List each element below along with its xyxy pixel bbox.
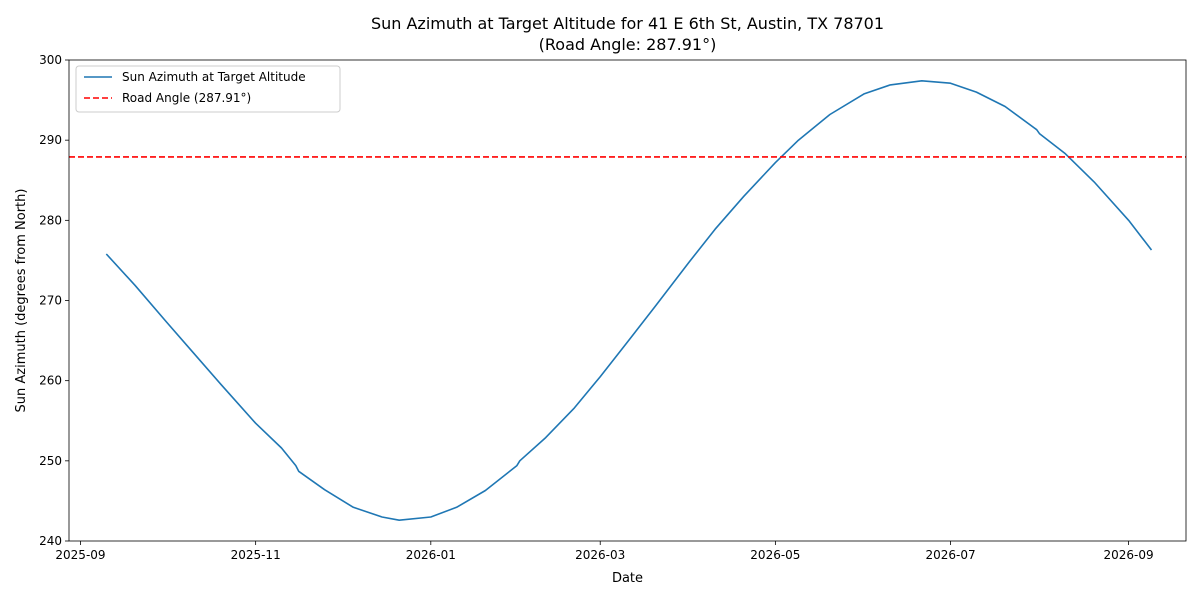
y-axis-label: Sun Azimuth (degrees from North) (14, 189, 29, 413)
x-tick-label: 2025-09 (55, 548, 105, 562)
x-tick-label: 2026-09 (1104, 548, 1154, 562)
y-tick-label: 270 (39, 294, 62, 308)
y-tick-label: 250 (39, 454, 62, 468)
y-tick-label: 260 (39, 374, 62, 388)
legend-label-sun-azimuth: Sun Azimuth at Target Altitude (122, 70, 306, 84)
legend-box (75, 65, 341, 113)
series-line-sun-azimuth (105, 80, 1153, 521)
plot-area (68, 59, 1187, 542)
x-tick-label: 2026-01 (406, 548, 456, 562)
y-tick-label: 240 (39, 534, 62, 548)
y-axis-ticks: 240 250 260 270 280 290 300 (39, 53, 69, 548)
series-layer (69, 80, 1186, 521)
chart-subtitle: (Road Angle: 287.91°) (539, 35, 717, 54)
x-tick-label: 2026-05 (750, 548, 800, 562)
plot-background (69, 60, 1186, 541)
x-axis-ticks: 2025-09 2025-11 2026-01 2026-03 2026-05 2026-… (55, 541, 1154, 562)
x-tick-label: 2025-11 (231, 548, 281, 562)
x-axis-label: Date (612, 571, 643, 586)
y-tick-label: 280 (39, 213, 62, 227)
legend: Sun Azimuth at Target Altitude Road Angl… (75, 65, 341, 113)
x-tick-label: 2026-07 (925, 548, 975, 562)
chart-title: Sun Azimuth at Target Altitude for 41 E … (371, 14, 884, 33)
legend-label-road-angle: Road Angle (287.91°) (122, 91, 251, 105)
y-tick-label: 300 (39, 53, 62, 67)
y-tick-label: 290 (39, 133, 62, 147)
x-tick-label: 2026-03 (575, 548, 625, 562)
